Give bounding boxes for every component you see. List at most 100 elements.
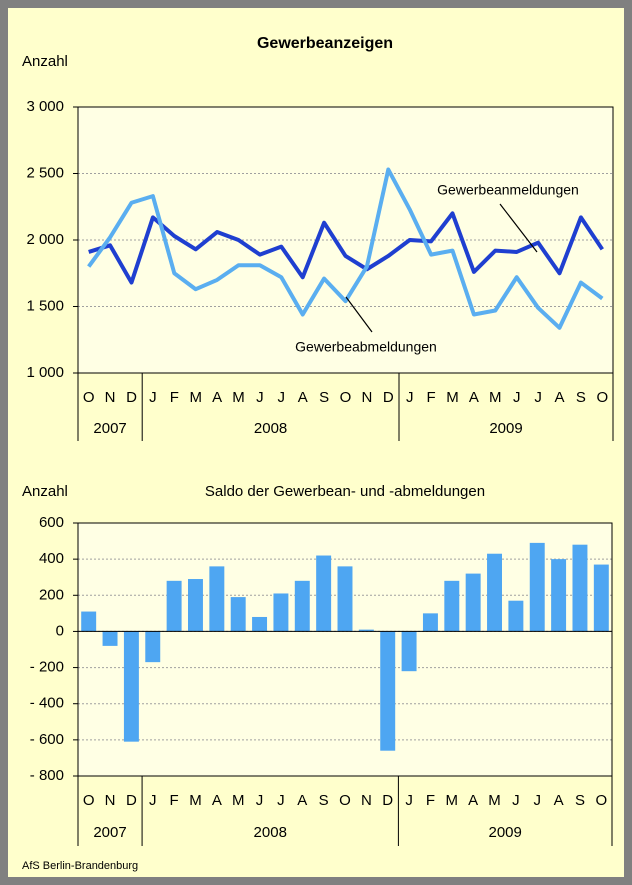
x-tick-label: A: [297, 792, 307, 809]
bar: [572, 544, 588, 632]
bar: [593, 564, 609, 632]
bar: [465, 573, 481, 632]
bar: [123, 631, 139, 742]
chart-title: Saldo der Gewerbean- und -abmeldungen: [205, 483, 485, 500]
x-tick-label: M: [232, 792, 245, 809]
y-tick-label: - 600: [30, 731, 64, 748]
x-tick-label: O: [596, 389, 608, 406]
y-tick-label: 200: [39, 586, 64, 603]
year-label: 2007: [93, 420, 126, 437]
bar: [166, 580, 182, 632]
y-axis-label: Anzahl: [22, 53, 68, 70]
x-tick-label: J: [149, 389, 157, 406]
x-tick-label: D: [126, 792, 137, 809]
bar: [316, 555, 332, 632]
bar: [209, 566, 225, 632]
y-tick-label: 0: [56, 622, 64, 639]
plot-area: [78, 523, 612, 776]
leader-line: [345, 296, 373, 333]
x-tick-label: A: [298, 389, 308, 406]
y-tick-label: - 200: [30, 659, 64, 676]
x-tick-label: N: [105, 389, 116, 406]
x-tick-label: N: [361, 389, 372, 406]
x-tick-label: D: [383, 389, 394, 406]
chart-title: Gewerbeanzeigen: [257, 35, 393, 52]
year-label: 2008: [254, 420, 287, 437]
x-tick-label: S: [319, 389, 329, 406]
x-tick-label: N: [361, 792, 372, 809]
x-tick-label: A: [554, 389, 564, 406]
bar: [487, 553, 502, 632]
bar: [444, 580, 460, 632]
x-tick-label: J: [513, 389, 521, 406]
y-tick-label: - 400: [30, 695, 64, 712]
y-tick-label: 400: [39, 550, 64, 567]
year-label: 2007: [93, 824, 126, 841]
x-tick-label: J: [256, 792, 264, 809]
line-series: [88, 211, 604, 285]
leader-line: [499, 203, 538, 253]
x-tick-label: A: [469, 389, 479, 406]
x-tick-label: O: [340, 389, 352, 406]
bar: [252, 616, 268, 632]
x-tick-label: A: [468, 792, 478, 809]
bar: [422, 613, 438, 632]
x-tick-label: N: [105, 792, 116, 809]
x-tick-label: J: [534, 389, 542, 406]
x-tick-label: J: [406, 389, 414, 406]
bar: [401, 631, 417, 672]
bar: [508, 600, 524, 632]
x-tick-label: O: [83, 389, 95, 406]
x-tick-label: J: [149, 792, 157, 809]
x-tick-label: D: [382, 792, 393, 809]
bar: [188, 579, 203, 632]
x-tick-label: A: [554, 792, 564, 809]
y-tick-label: 600: [39, 514, 64, 531]
x-tick-label: J: [405, 792, 413, 809]
x-tick-label: M: [232, 389, 245, 406]
x-tick-label: F: [427, 389, 436, 406]
bar: [81, 611, 97, 632]
y-tick-label: 2 500: [26, 164, 64, 181]
bar: [294, 580, 310, 632]
x-tick-label: M: [189, 389, 202, 406]
bar: [273, 593, 289, 632]
plot-border: [77, 106, 614, 374]
y-axis-label: Anzahl: [22, 483, 68, 500]
x-tick-label: M: [446, 792, 459, 809]
bar: [380, 631, 396, 751]
y-tick-label: 3 000: [26, 98, 64, 115]
source: AfS Berlin-Brandenburg: [22, 860, 138, 872]
x-tick-label: F: [426, 792, 435, 809]
x-tick-label: A: [212, 792, 222, 809]
bar: [102, 631, 118, 646]
y-tick-label: 1 500: [26, 297, 64, 314]
x-tick-label: J: [512, 792, 520, 809]
plot-border: [77, 522, 613, 777]
x-tick-label: M: [189, 792, 202, 809]
year-label: 2009: [489, 420, 522, 437]
y-tick-label: 2 000: [26, 231, 64, 248]
x-tick-label: A: [212, 389, 222, 406]
bar: [337, 566, 353, 632]
bar: [145, 631, 161, 663]
x-tick-label: M: [489, 389, 502, 406]
x-tick-label: O: [83, 792, 95, 809]
x-tick-label: O: [339, 792, 351, 809]
y-tick-label: - 800: [30, 767, 64, 784]
x-tick-label: M: [446, 389, 459, 406]
x-tick-label: F: [170, 792, 179, 809]
x-tick-label: J: [278, 389, 286, 406]
y-tick-label: 1 000: [26, 364, 64, 381]
bar: [230, 597, 246, 632]
x-tick-label: J: [277, 792, 285, 809]
x-tick-label: J: [533, 792, 541, 809]
year-label: 2008: [254, 824, 287, 841]
year-label: 2009: [489, 824, 522, 841]
series-label: Gewerbeabmeldungen: [295, 339, 437, 355]
x-tick-label: S: [319, 792, 329, 809]
bar: [529, 542, 545, 632]
x-tick-label: M: [488, 792, 501, 809]
x-tick-label: F: [170, 389, 179, 406]
